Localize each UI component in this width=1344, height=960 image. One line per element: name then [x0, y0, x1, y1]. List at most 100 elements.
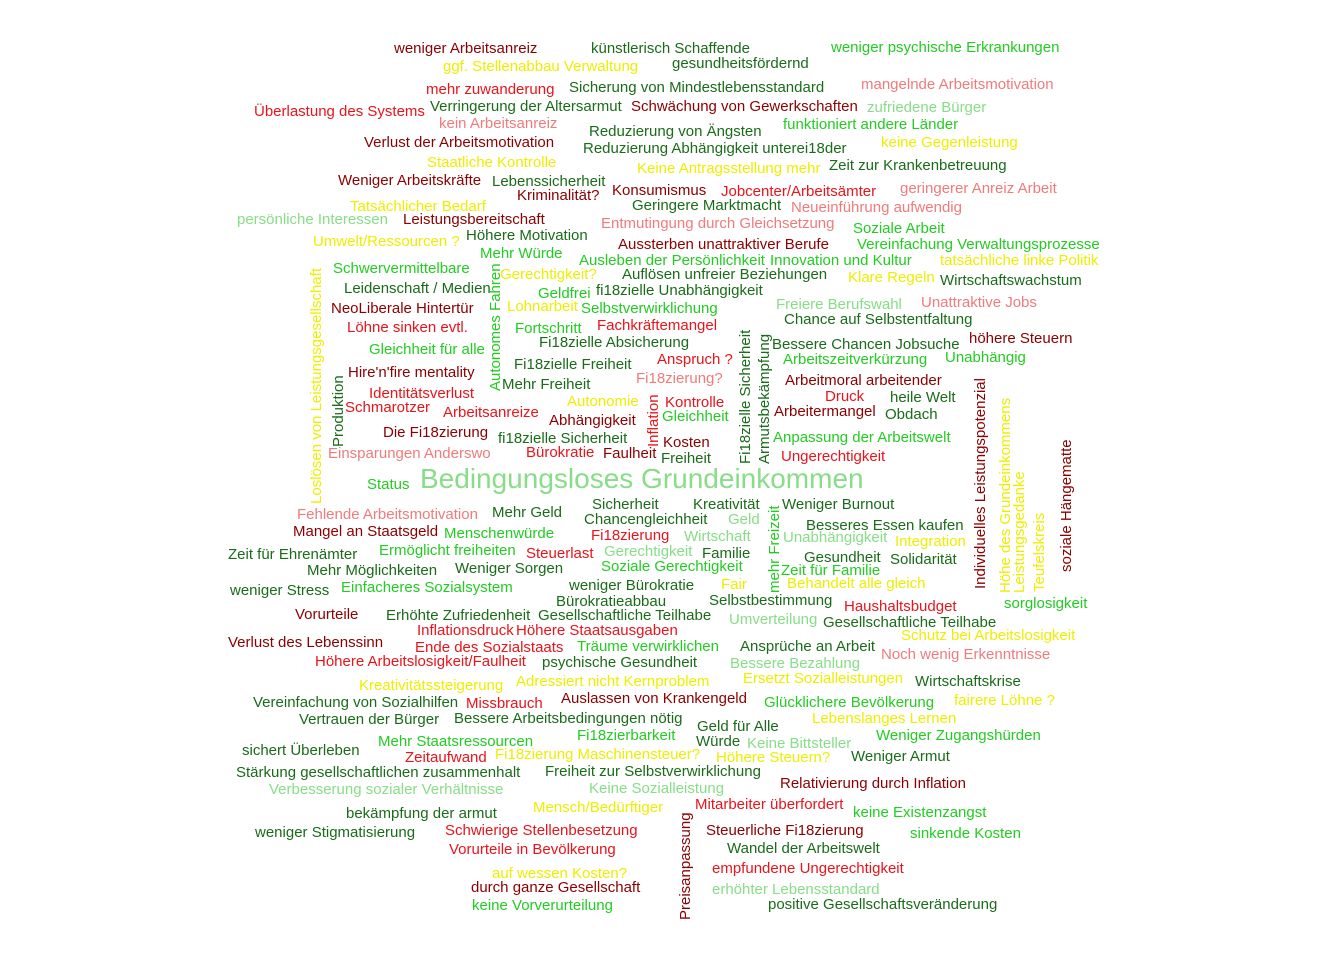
cloud-word: Mitarbeiter überfordert: [695, 796, 844, 813]
cloud-word: Lebenslanges Lernen: [812, 710, 957, 727]
cloud-word: heile Welt: [890, 389, 956, 406]
cloud-word: Ermöglicht freiheiten: [379, 542, 516, 559]
cloud-word: weniger Bürokratie: [569, 577, 695, 594]
cloud-word: fairere Löhne ?: [954, 692, 1055, 709]
cloud-word: Höhere Steuern?: [716, 749, 831, 766]
cloud-word: Inflationsdruck: [417, 622, 514, 639]
cloud-word: Gleichheit für alle: [369, 341, 485, 358]
cloud-word: Leistungsbereitschaft: [403, 211, 545, 228]
cloud-word-vertical: Individuelles Leistungspotenzial: [972, 378, 989, 589]
cloud-word: Solidarität: [890, 551, 957, 568]
cloud-word: Weniger Armut: [851, 748, 950, 765]
cloud-word: Reduzierung Abhängigkeit unterei18der: [583, 140, 847, 157]
cloud-word: Selbstbestimmung: [709, 592, 833, 609]
cloud-word: Anpassung der Arbeitswelt: [773, 429, 951, 446]
cloud-word: Umwelt/Ressourcen ?: [313, 233, 460, 250]
cloud-word: Steuerlast: [526, 545, 594, 562]
cloud-word: Unabhängigkeit: [783, 529, 888, 546]
cloud-word: sorglosigkeit: [1004, 595, 1088, 612]
cloud-word: Obdach: [885, 406, 938, 423]
cloud-word: Mangel an Staatsgeld: [293, 523, 439, 540]
cloud-word: Reduzierung von Ängsten: [589, 123, 762, 140]
cloud-word: Gesundheit: [804, 549, 881, 566]
cloud-word: Fi18zierung: [591, 527, 670, 544]
cloud-word: Gleichheit: [662, 408, 729, 425]
cloud-word: Verringerung der Altersarmut: [430, 98, 622, 115]
cloud-word: Überlastung des Systems: [254, 103, 425, 120]
cloud-word: Gerechtigkeit?: [500, 266, 597, 283]
cloud-word: Zeit zur Krankenbetreuung: [829, 157, 1007, 174]
cloud-word: Stärkung gesellschaftlichen zusammenhalt: [236, 764, 521, 781]
cloud-word: Mehr Geld: [492, 504, 563, 521]
cloud-word: gesundheitsfördernd: [672, 55, 809, 72]
cloud-word: weniger psychische Erkrankungen: [831, 39, 1060, 56]
cloud-word: Noch wenig Erkenntnisse: [881, 646, 1051, 663]
cloud-word: Tatsächlicher Bedarf: [350, 198, 486, 215]
cloud-word: Geringere Marktmacht: [632, 197, 782, 214]
cloud-word: Fachkräftemangel: [597, 317, 718, 334]
cloud-word-vertical: mehr Freizeit: [766, 505, 783, 593]
cloud-word: erhöhter Lebensstandard: [712, 881, 880, 898]
cloud-word: Schmarotzer: [345, 399, 431, 416]
cloud-word: Mehr Würde: [480, 245, 563, 262]
cloud-word: mangelnde Arbeitsmotivation: [861, 76, 1054, 93]
cloud-word: weniger Stress: [230, 582, 330, 599]
cloud-word: Mensch/Bedürftiger: [533, 799, 664, 816]
cloud-word: Erhöhte Zufriedenheit: [386, 607, 531, 624]
cloud-word: weniger Stigmatisierung: [255, 824, 416, 841]
cloud-word: Arbeitszeitverkürzung: [783, 351, 928, 368]
cloud-word: Ende des Sozialstaats: [415, 639, 564, 656]
cloud-word: Geld: [728, 511, 760, 528]
cloud-word: Verbesserung sozialer Verhältnisse: [269, 781, 504, 798]
cloud-word: Einsparungen Anderswo: [328, 445, 491, 462]
cloud-word: mehr zuwanderung: [426, 81, 555, 98]
cloud-word: keine Gegenleistung: [881, 134, 1018, 151]
cloud-word: auf wessen Kosten?: [492, 865, 628, 882]
cloud-word: Adressiert nicht Kernproblem: [516, 673, 710, 690]
cloud-word: Haushaltsbudget: [844, 598, 957, 615]
cloud-word-vertical: Preisanpassung: [677, 812, 694, 920]
cloud-word: Umverteilung: [729, 611, 818, 628]
cloud-word: Identitätsverlust: [369, 385, 475, 402]
cloud-word: Mehr Freiheit: [502, 376, 591, 393]
cloud-word: persönliche Interessen: [237, 211, 388, 228]
cloud-word: Die Fi18zierung: [383, 424, 489, 441]
cloud-word: Gesellschaftliche Teilhabe: [823, 614, 997, 631]
cloud-word: Würde: [696, 733, 741, 750]
cloud-word-vertical: soziale Hängematte: [1058, 439, 1075, 572]
cloud-word: Kosten: [663, 434, 710, 451]
cloud-word: Fi18zierung?: [636, 370, 723, 387]
cloud-word: Faulheit: [603, 445, 657, 462]
cloud-word: Abhängigkeit: [549, 412, 636, 429]
cloud-word: Bessere Arbeitsbedingungen nötig: [454, 710, 683, 727]
cloud-word: Wandel der Arbeitswelt: [727, 840, 880, 857]
cloud-word: Sicherung von Mindestlebensstandard: [569, 79, 825, 96]
cloud-word: Bessere Bezahlung: [730, 655, 861, 672]
cloud-word: Auslassen von Krankengeld: [561, 690, 747, 707]
cloud-word: Schwierige Stellenbesetzung: [445, 822, 638, 839]
cloud-word: Fi18zielle Absicherung: [539, 334, 690, 351]
cloud-word: Freiheit zur Selbstverwirklichung: [545, 763, 761, 780]
cloud-word: Relativierung durch Inflation: [780, 775, 966, 792]
cloud-word: Neueinführung aufwendig: [791, 199, 962, 216]
cloud-word: Kreativität: [693, 496, 760, 513]
cloud-word: Höhere Motivation: [466, 227, 588, 244]
cloud-word: Arbeitermangel: [774, 403, 876, 420]
cloud-word: Geldfrei: [538, 285, 591, 302]
cloud-word: Jobcenter/Arbeitsämter: [721, 183, 877, 200]
cloud-word: Vertrauen der Bürger: [299, 711, 440, 728]
cloud-word: Glücklichere Bevölkerung: [764, 694, 935, 711]
cloud-word: Vorurteile: [295, 606, 359, 623]
cloud-word: Soziale Arbeit: [853, 220, 945, 237]
cloud-word: Autonomie: [567, 393, 639, 410]
cloud-word: Schwächung von Gewerkschaften: [631, 98, 858, 115]
cloud-word: Keine Antragsstellung mehr: [637, 160, 821, 177]
cloud-word: NeoLiberale Hintertür: [331, 300, 474, 317]
cloud-word: Freiheit: [661, 450, 712, 467]
cloud-word: Selbstverwirklichung: [581, 300, 718, 317]
cloud-word: Lohnarbeit: [507, 298, 578, 315]
cloud-word: Fi18zielle Freiheit: [514, 356, 632, 373]
cloud-word: Gerechtigkeit: [604, 543, 693, 560]
cloud-word: Löhne sinken evtl.: [347, 319, 468, 336]
